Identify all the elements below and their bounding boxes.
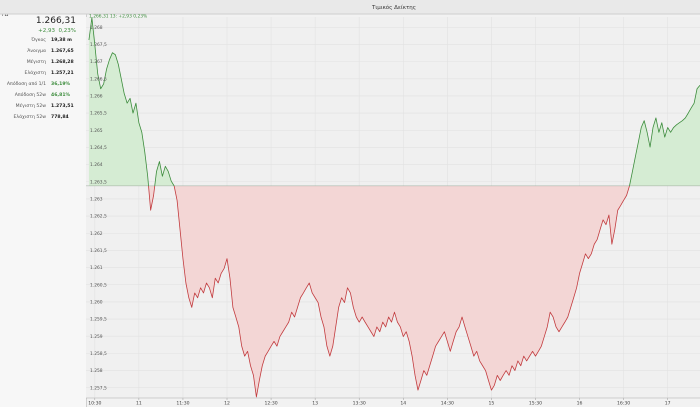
y-tick-label: 1.267,5 (90, 42, 107, 48)
stat-value: 36,19% (51, 82, 71, 87)
stat-row: Μέγιστη 52w 1.273,51 (0, 102, 86, 112)
x-tick-label: 14:30 (441, 401, 454, 407)
stat-value: 778,84 (51, 115, 69, 120)
x-tick-label: 10:30 (88, 401, 101, 407)
y-tick-label: 1.257,5 (90, 385, 107, 391)
stat-label: Μέγιστη (26, 60, 46, 65)
change-abs: +2,93 (38, 28, 56, 34)
stat-row: Μέγιστη 1.268,28 (0, 58, 86, 68)
stat-row: Άνοιγμα 1.267,65 (0, 47, 86, 57)
change: +2,93 0,23% (38, 28, 76, 34)
stat-label: Απόδοση 52w (14, 93, 46, 98)
price-line (88, 17, 700, 398)
y-tick-label: 1.266,5 (90, 76, 107, 82)
stat-value: 1.267,65 (51, 49, 74, 54)
stat-row: Απόδοση από 1/1 36,19% (0, 80, 86, 90)
y-tick-label: 1.260,5 (90, 282, 107, 288)
x-tick-label: 11:30 (176, 401, 189, 407)
stat-value: 19,38 m (51, 38, 72, 43)
stat-value: 1.257,21 (51, 71, 74, 76)
y-tick-label: 1.259,5 (90, 317, 107, 323)
y-tick-label: 1.263 (90, 197, 103, 203)
y-tick-label: 1.258,5 (90, 351, 107, 357)
price: 1.266,31 (35, 16, 76, 26)
chart-annotation: 1.266,31 13: +2,93 0,23% (89, 14, 147, 20)
y-tick-label: 1.265,5 (90, 111, 107, 117)
stat-label: Ελάχιστη (24, 71, 46, 76)
stat-label: Απόδοση από 1/1 (6, 82, 46, 87)
stat-row: Ελάχιστη 1.257,21 (0, 69, 86, 79)
x-tick-label: 17 (665, 401, 671, 407)
y-tick-label: 1.266 (90, 94, 103, 100)
y-tick-label: 1.265 (90, 128, 103, 134)
x-tick-label: 15:30 (529, 401, 542, 407)
y-tick-label: 1.259 (90, 334, 103, 340)
change-pct: 0,23% (58, 28, 76, 34)
x-tick-label: 15 (488, 401, 494, 407)
title-bar (0, 0, 700, 14)
y-tick-label: 1.264 (90, 162, 103, 168)
y-tick-label: 1.262 (90, 231, 103, 237)
stat-label: Όγκος (31, 38, 46, 43)
stat-label: Μέγιστη 52w (15, 104, 46, 109)
x-tick-label: 16 (577, 401, 583, 407)
stat-row: Ελάχιστη 52w 778,84 (0, 113, 86, 123)
y-tick-label: 1.268 (90, 25, 103, 31)
stat-value: 1.273,51 (51, 104, 74, 109)
x-tick-label: 12 (224, 401, 230, 407)
symbol: ΓΔ (2, 12, 9, 18)
y-tick-label: 1.262,5 (90, 214, 107, 220)
x-tick-label: 12:30 (264, 401, 277, 407)
x-tick-label: 13:30 (353, 401, 366, 407)
stat-label: Άνοιγμα (27, 49, 46, 54)
stat-row: Απόδοση 52w 46,81% (0, 91, 86, 101)
stat-value: 1.268,28 (51, 60, 74, 65)
y-tick-label: 1.264,5 (90, 145, 107, 151)
y-tick-label: 1.261 (90, 265, 103, 271)
x-tick-label: 11 (136, 401, 142, 407)
stat-label: Ελάχιστη 52w (13, 115, 46, 120)
y-tick-label: 1.263,5 (90, 179, 107, 185)
y-tick-label: 1.258 (90, 368, 103, 374)
chart-title: Τιμικός Δείκτης (371, 4, 416, 11)
y-tick-label: 1.261,5 (90, 248, 107, 254)
y-tick-label: 1.260 (90, 299, 103, 305)
stat-row: Όγκος 19,38 m (0, 36, 86, 46)
stat-value: 46,81% (51, 93, 71, 98)
y-tick-label: 1.267 (90, 59, 103, 65)
x-tick-label: 16:30 (617, 401, 630, 407)
x-tick-label: 14 (400, 401, 406, 407)
price-area (88, 17, 700, 397)
x-tick-label: 13 (312, 401, 318, 407)
